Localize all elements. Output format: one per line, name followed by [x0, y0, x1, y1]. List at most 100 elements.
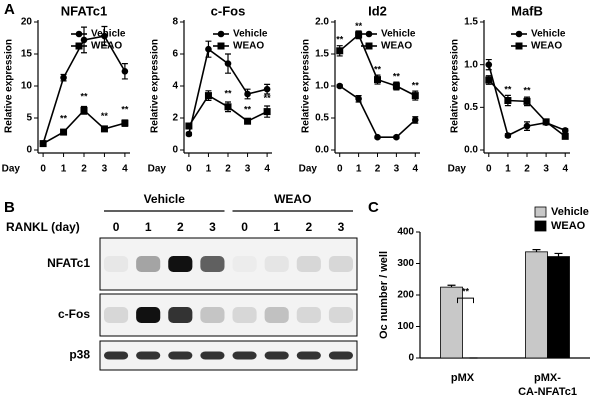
- marker: [523, 122, 531, 130]
- marker: [374, 76, 381, 84]
- y-tick-label: 1.5: [464, 17, 478, 28]
- x-tick-label: 1: [61, 164, 67, 175]
- marker: [244, 117, 252, 125]
- chart-title: Id2: [368, 3, 387, 18]
- y-tick-label: 300: [397, 258, 414, 269]
- x-tick-label: 3: [394, 164, 400, 175]
- y-tick-label: 0: [408, 353, 414, 364]
- y-tick-label: 2: [172, 113, 178, 124]
- x-axis-label: Day: [2, 164, 21, 175]
- blot-band: [168, 307, 193, 323]
- x-tick-label: 1: [356, 164, 362, 175]
- lane-title: RANKL (day): [6, 220, 80, 234]
- blot-band: [136, 256, 161, 272]
- x-tick-label: pMX-: [534, 372, 561, 384]
- marker: [355, 31, 363, 39]
- lane-label: 2: [177, 220, 184, 234]
- legend-label: WEAO: [551, 220, 586, 232]
- y-tick-label: 0.0: [464, 145, 478, 156]
- y-tick-label: 2.0: [315, 17, 329, 28]
- legend-label: WEAO: [381, 41, 412, 52]
- marker: [336, 82, 344, 90]
- annotation: **: [60, 114, 68, 124]
- annotation: **: [462, 287, 470, 297]
- x-axis-label: Day: [148, 164, 167, 175]
- legend-marker: [365, 30, 373, 38]
- marker: [542, 118, 550, 126]
- legend-label: WEAO: [531, 41, 562, 52]
- annotation: **: [264, 93, 272, 103]
- x-tick-label: 0: [337, 164, 343, 175]
- blot-band: [328, 351, 353, 360]
- x-tick-label: 1: [206, 164, 212, 175]
- x-tick-label: 0: [486, 164, 492, 175]
- marker: [100, 125, 108, 133]
- marker: [523, 97, 531, 105]
- row-label: NFATc1: [47, 256, 90, 270]
- x-tick-label: 4: [412, 164, 418, 175]
- blot-band: [264, 351, 289, 360]
- y-tick-label: 8: [172, 17, 178, 28]
- bar: [547, 256, 570, 359]
- marker: [504, 132, 512, 139]
- annotation: **: [101, 111, 109, 121]
- error-bar: [532, 249, 541, 252]
- legend-marker: [365, 42, 373, 50]
- blot-band: [200, 256, 225, 272]
- y-tick-label: 200: [397, 290, 414, 301]
- annotation: **: [121, 105, 129, 115]
- significance-bracket: [457, 297, 474, 304]
- blot-band: [168, 256, 193, 272]
- legend-label: Vehicle: [233, 29, 268, 40]
- y-tick-label: 1.5: [315, 49, 329, 60]
- x-tick-label: 0: [186, 164, 192, 175]
- blot-band: [233, 256, 257, 272]
- blot-band: [136, 307, 161, 323]
- marker: [263, 85, 271, 93]
- annotation: **: [504, 85, 512, 95]
- lane-label: 1: [145, 220, 152, 234]
- marker: [121, 119, 129, 127]
- y-tick-label: 0.5: [464, 102, 478, 113]
- lane-label: 0: [241, 220, 248, 234]
- legend-marker: [217, 42, 225, 50]
- blot-band: [200, 307, 225, 323]
- marker: [393, 133, 400, 141]
- x-tick-label: 3: [245, 164, 251, 175]
- marker: [485, 76, 493, 84]
- annotation: **: [244, 104, 252, 114]
- marker: [224, 60, 232, 67]
- marker: [374, 133, 381, 141]
- x-tick-label: 2: [225, 164, 231, 175]
- marker: [561, 132, 569, 140]
- annotation: **: [374, 64, 382, 74]
- blot-band: [264, 256, 289, 272]
- y-tick-label: 6: [172, 49, 178, 60]
- marker: [224, 103, 232, 111]
- y-tick-label: 1.0: [315, 81, 329, 92]
- x-tick-label: 4: [122, 164, 128, 175]
- annotation: **: [523, 85, 531, 95]
- lane-label: 1: [273, 220, 280, 234]
- blot-band: [232, 351, 257, 360]
- marker: [101, 32, 108, 40]
- y-axis-label: Relative expression: [4, 39, 15, 133]
- marker: [411, 92, 419, 100]
- y-tick-label: 15: [21, 49, 33, 60]
- x-tick-label: pMX: [451, 372, 475, 384]
- annotation: **: [412, 80, 420, 90]
- blot-band: [104, 256, 129, 272]
- marker: [204, 92, 212, 100]
- y-axis-label: Relative expression: [150, 39, 161, 133]
- marker: [561, 127, 569, 134]
- blot-band: [104, 351, 129, 360]
- blot-band: [104, 307, 129, 323]
- blot-band: [200, 351, 225, 360]
- blot-strip: [99, 237, 358, 291]
- series-line: [42, 109, 126, 145]
- annotation: **: [355, 21, 363, 31]
- panel-label: B: [4, 199, 15, 216]
- marker: [392, 82, 400, 90]
- bar: [525, 251, 548, 359]
- lane-label: 3: [209, 220, 216, 234]
